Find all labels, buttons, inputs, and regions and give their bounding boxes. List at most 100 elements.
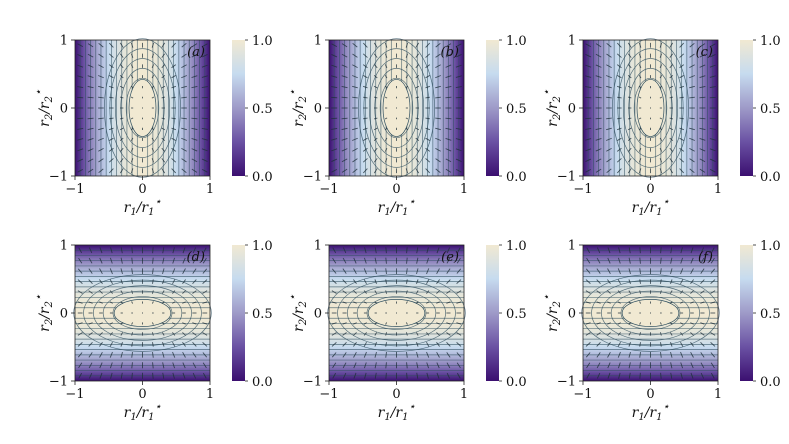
arrow-glyph (690, 341, 694, 347)
arrow-glyph (659, 96, 663, 99)
colorbar-tick-label: 1.0 (760, 239, 781, 254)
arrow-glyph (709, 148, 716, 152)
arrow-glyph (202, 352, 208, 358)
arrow-glyph (342, 372, 347, 379)
arrow-glyph (689, 64, 695, 68)
arrow-glyph (446, 279, 451, 285)
arrow-glyph (689, 42, 695, 48)
arrow-glyph (331, 148, 338, 152)
arrow-glyph (99, 372, 103, 379)
arrow-glyph (415, 64, 420, 69)
arrow-glyph (384, 75, 388, 79)
arrow-glyph (425, 96, 430, 99)
arrow-glyph (362, 64, 368, 69)
arrow-glyph (435, 64, 441, 68)
arrow-glyph (405, 53, 409, 58)
arrow-glyph (606, 117, 612, 120)
arrow-glyph (689, 148, 695, 152)
arrow-glyph (362, 75, 368, 79)
arrow-glyph (628, 372, 631, 379)
arrow-glyph (88, 257, 93, 264)
arrow-glyph (595, 53, 602, 58)
arrow-glyph (87, 148, 94, 152)
arrow-glyph (108, 64, 114, 69)
arrow-glyph (606, 75, 612, 79)
arrow-glyph (710, 247, 715, 254)
arrow-glyph (342, 247, 347, 254)
arrow-glyph (331, 75, 338, 78)
arrow-glyph (181, 137, 187, 141)
arrow-glyph (362, 158, 368, 163)
arrow-glyph (607, 332, 611, 336)
arrow-glyph (585, 86, 592, 89)
arrow-glyph (172, 290, 176, 294)
arrow-glyph (416, 351, 419, 358)
arrow-glyph (680, 301, 684, 304)
arrow-glyph (639, 257, 641, 264)
arrow-glyph (709, 75, 716, 78)
arrow-glyph (341, 117, 348, 120)
arrow-glyph (436, 362, 440, 369)
arrow-glyph (152, 247, 154, 254)
arrow-glyph (201, 43, 208, 48)
arrow-glyph (627, 137, 632, 141)
arrow-glyph (162, 247, 165, 254)
arrow-glyph (191, 85, 198, 89)
arrow-glyph (659, 64, 663, 69)
arrow-glyph (384, 64, 388, 69)
arrow-glyph (406, 351, 408, 358)
colorbar (740, 245, 753, 381)
arrow-glyph (700, 372, 705, 379)
arrow-glyph (385, 351, 387, 358)
arrow-glyph (617, 279, 621, 285)
arrow-glyph (202, 332, 208, 336)
arrow-glyph (607, 362, 611, 369)
arrow-glyph (172, 301, 176, 304)
arrow-glyph (162, 351, 165, 358)
arrow-glyph (669, 127, 674, 131)
arrow-glyph (425, 85, 431, 89)
arrow-glyph (679, 53, 685, 58)
arrow-glyph (171, 53, 177, 58)
arrow-glyph (88, 322, 93, 325)
arrow-glyph (331, 96, 338, 99)
arrow-glyph (374, 268, 377, 275)
arrow-glyph (181, 148, 187, 152)
arrow-glyph (455, 138, 462, 141)
arrow-glyph (151, 322, 154, 325)
arrow-glyph (700, 257, 705, 264)
arrow-glyph (709, 86, 716, 89)
arrow-glyph (331, 342, 337, 347)
arrow-glyph (162, 257, 165, 264)
arrow-glyph (689, 137, 695, 141)
x-axis-label: r1/r1⋆ (378, 195, 416, 218)
arrow-glyph (191, 127, 198, 131)
y-tick-label: 1 (60, 239, 68, 254)
arrow-glyph (332, 362, 337, 369)
y-tick-label: −1 (557, 170, 576, 185)
arrow-glyph (679, 168, 685, 174)
arrow-glyph (445, 168, 452, 173)
arrow-glyph (131, 322, 134, 325)
arrow-glyph (363, 117, 368, 120)
arrow-glyph (108, 158, 114, 163)
arrow-glyph (108, 85, 114, 89)
arrow-glyph (639, 290, 641, 294)
arrow-glyph (689, 127, 695, 131)
arrow-glyph (445, 43, 452, 48)
arrow-glyph (446, 341, 451, 347)
colorbar-tick-label: 0.0 (506, 170, 527, 185)
y-axis-label: r2/r2⋆ (32, 89, 55, 127)
arrow-glyph (162, 268, 165, 275)
arrow-glyph (342, 332, 347, 336)
arrow-glyph (659, 75, 663, 79)
arrow-glyph (710, 279, 716, 284)
arrow-glyph (352, 53, 358, 58)
arrow-glyph (363, 301, 367, 304)
arrow-glyph (161, 137, 166, 141)
arrow-glyph (700, 332, 705, 336)
arrow-glyph (585, 64, 592, 68)
arrow-glyph (455, 75, 462, 78)
arrow-glyph (699, 148, 706, 152)
arrow-glyph (373, 96, 378, 99)
